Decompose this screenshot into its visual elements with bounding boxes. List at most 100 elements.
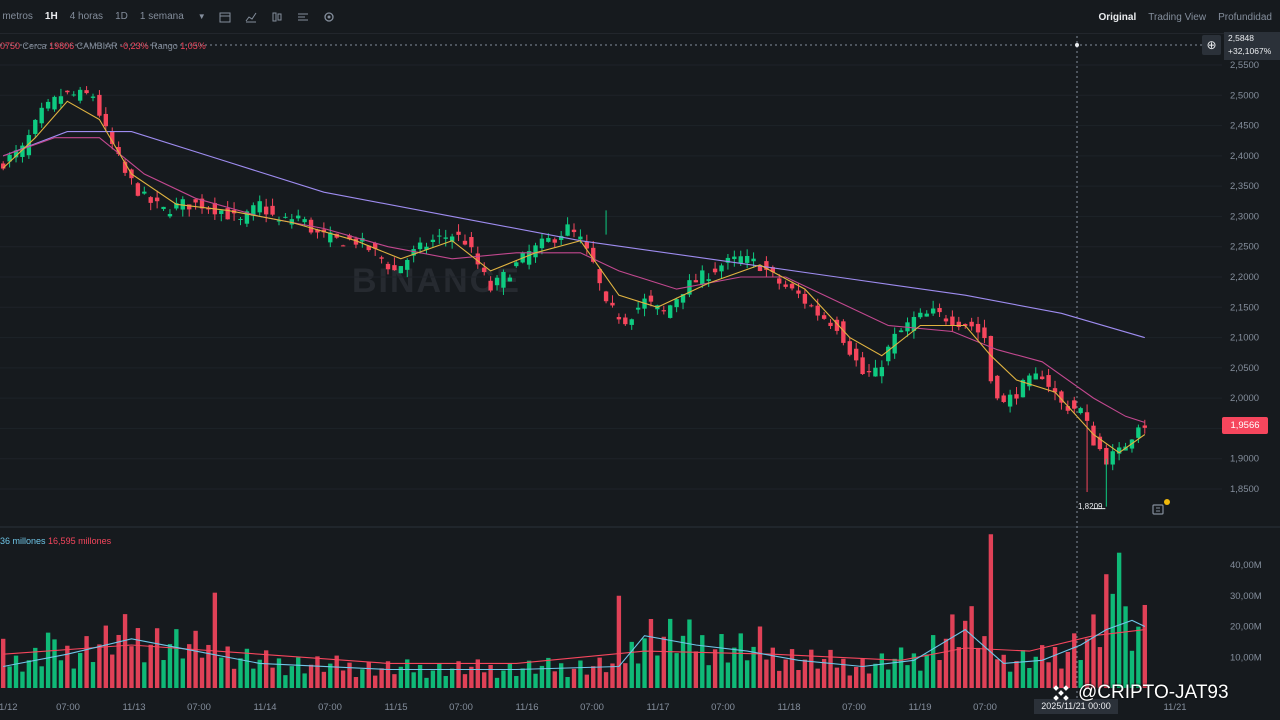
volume-bar [648, 618, 654, 688]
calendar-icon[interactable] [218, 10, 232, 24]
volume-bar [680, 635, 686, 688]
volume-bar [571, 668, 577, 688]
volume-bar [1001, 654, 1006, 688]
candle-body [1014, 394, 1019, 399]
candle-body [174, 203, 179, 209]
candle-body [610, 302, 615, 306]
candle-body [501, 271, 506, 288]
candle-body [507, 277, 513, 282]
candle-body [110, 131, 115, 144]
candle-body [565, 224, 570, 236]
volume-bar [154, 628, 160, 688]
price-tick-label: 1,9000 [1230, 454, 1259, 465]
view-tab-0[interactable]: Original [1098, 11, 1137, 23]
volume-bar [7, 666, 12, 688]
timeframe-2[interactable]: 4 horas [69, 11, 104, 22]
price-tick-label: 2,3500 [1230, 181, 1259, 192]
candle-body [546, 237, 551, 242]
candle-body [1116, 447, 1122, 454]
time-tick-label: 07:00 [973, 702, 997, 713]
candle-body [1078, 408, 1083, 414]
volume-bar [321, 671, 327, 688]
timeframe-0[interactable]: 5 metros [0, 11, 33, 22]
candle-body [1001, 395, 1006, 402]
candle-body [283, 216, 288, 218]
candle-body [975, 323, 981, 333]
volume-bar [39, 666, 44, 688]
volume-bar [886, 669, 891, 688]
volume-bar [411, 672, 416, 688]
volume-bar [187, 644, 192, 688]
candle-body [1039, 376, 1045, 380]
candle-body [943, 318, 949, 322]
candle-body [866, 371, 872, 373]
candle-body [379, 257, 384, 259]
volume-bar [58, 660, 64, 688]
timeframe-1[interactable]: 1H [44, 11, 58, 22]
volume-bar [475, 659, 480, 688]
ma-slow-line [3, 131, 1145, 339]
candle-body [616, 317, 622, 320]
candle-body [238, 218, 243, 220]
time-tick-label: 11/13 [122, 702, 145, 713]
candle-body [482, 267, 487, 273]
candle-body [1059, 391, 1064, 403]
volume-bar [854, 666, 859, 688]
volume-bar [591, 666, 596, 688]
candle-body [405, 259, 410, 270]
gear-icon[interactable] [322, 10, 336, 24]
candle-body [353, 238, 359, 245]
volume-bar [456, 661, 461, 688]
candle-body [161, 206, 166, 210]
time-tick-label: 07:00 [449, 702, 473, 713]
volume-bar [84, 636, 89, 688]
candle-body [26, 135, 32, 156]
volume-bar [744, 660, 750, 688]
indicator-icon[interactable] [244, 10, 258, 24]
ma-fast-line [2, 100, 1146, 454]
candle-body [373, 242, 378, 249]
timeframe-3[interactable]: 1D [115, 11, 128, 22]
view-switcher: Original Trading View Profundidad [1086, 0, 1272, 34]
volume-bar [834, 667, 840, 688]
candle-body [578, 236, 583, 240]
volume-bar [103, 625, 109, 688]
author-watermark: @CRIPTO-JAT93 [1050, 682, 1229, 704]
candle-body [488, 280, 493, 291]
volume-bar [578, 660, 583, 688]
compare-icon[interactable] [270, 10, 284, 24]
time-tick-label: 11/16 [515, 702, 538, 713]
volume-bar [219, 657, 224, 688]
candle-body [289, 219, 294, 225]
volume-bar [45, 632, 51, 688]
price-axis: 2,5500 2,5000 2,4500 2,4000 2,3500 2,3000 2,25… [1230, 60, 1262, 663]
view-tab-2[interactable]: Profundidad [1218, 11, 1272, 23]
candle-body [1, 163, 6, 169]
candle-body [1084, 412, 1090, 421]
volume-bar [13, 655, 19, 688]
candle-body [276, 220, 282, 222]
candle-body [392, 265, 397, 271]
view-tab-1[interactable]: Trading View [1148, 11, 1207, 23]
alert-icon[interactable] [1151, 502, 1165, 516]
candle-body [693, 280, 699, 283]
settings-list-icon[interactable] [296, 10, 310, 24]
candle-body [969, 321, 974, 327]
volume-bar [789, 649, 795, 688]
timeframe-dropdown-icon[interactable]: ▼ [197, 12, 206, 21]
candle-body [744, 255, 750, 263]
candle-body [847, 341, 852, 355]
candle-body [437, 235, 442, 237]
timeframe-4[interactable]: 1 semana [139, 11, 184, 22]
volume-bar [539, 665, 545, 688]
add-compare-button[interactable]: ⊕ [1202, 35, 1221, 55]
candle-body [187, 204, 192, 210]
volume-bar [610, 663, 615, 688]
binance-logo-icon [1053, 685, 1069, 701]
volume-bar [700, 635, 705, 688]
candle-body [270, 205, 275, 215]
candle-body [411, 249, 416, 256]
time-tick-label: 11/12 [0, 702, 18, 713]
timeframe-row: 5 metros 1H 4 horas 1D 1 semana ▼ [0, 10, 348, 24]
